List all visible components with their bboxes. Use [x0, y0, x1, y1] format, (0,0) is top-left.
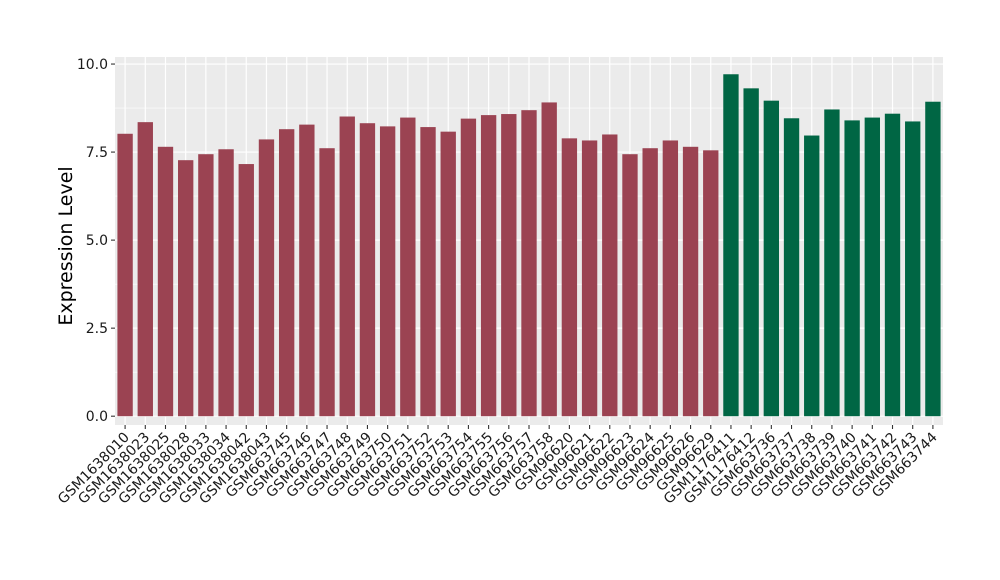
bar-gsm663738 — [804, 135, 820, 417]
bar-gsm663752 — [420, 127, 436, 417]
bar-gsm1638028 — [178, 160, 194, 417]
x-axis: GSM1638010GSM1638023GSM1638025GSM1638028… — [55, 425, 941, 507]
bar-gsm663750 — [379, 126, 396, 417]
bar-gsm96624 — [642, 148, 658, 417]
bar-gsm663753 — [440, 131, 456, 417]
bar-gsm663745 — [278, 129, 295, 417]
y-tick-label: 2.5 — [86, 321, 108, 337]
bar-gsm663755 — [480, 115, 497, 417]
bar-gsm663736 — [763, 100, 780, 417]
y-tick-label: 7.5 — [86, 145, 108, 161]
bar-gsm663751 — [400, 117, 416, 417]
bar-gsm1638043 — [258, 139, 275, 417]
bar-gsm1176411 — [723, 74, 739, 417]
bar-gsm663748 — [339, 116, 355, 417]
bar-gsm1638025 — [157, 146, 174, 417]
bar-gsm663737 — [783, 118, 800, 417]
bar-gsm663747 — [319, 148, 335, 417]
bar-gsm663754 — [460, 118, 477, 417]
bar-gsm663741 — [864, 117, 880, 417]
bar-gsm663743 — [905, 121, 921, 417]
bar-gsm663757 — [521, 110, 537, 417]
bar-gsm96622 — [602, 134, 618, 417]
bar-gsm663758 — [541, 102, 557, 417]
bar-gsm663744 — [925, 101, 941, 417]
bar-gsm96629 — [703, 150, 719, 417]
bar-gsm96625 — [662, 140, 679, 417]
bar-gsm663740 — [844, 120, 860, 417]
bar-gsm663756 — [501, 114, 517, 417]
bar-gsm96623 — [622, 154, 638, 417]
bar-gsm96620 — [561, 138, 578, 417]
bar-gsm1638010 — [117, 133, 133, 417]
bar-gsm1176412 — [743, 88, 759, 417]
bar-gsm663749 — [359, 123, 376, 417]
bar-gsm1638042 — [238, 164, 254, 417]
y-axis-title: Expression Level — [55, 166, 77, 325]
y-axis: 0.0 2.5 5.0 7.5 10.0 — [77, 57, 115, 425]
bar-gsm663746 — [299, 124, 315, 417]
y-tick-label: 10.0 — [77, 57, 108, 73]
bar-gsm96621 — [581, 140, 598, 417]
bar-gsm96626 — [682, 146, 699, 417]
bar-gsm1638034 — [218, 149, 234, 417]
bar-gsm663742 — [884, 113, 901, 417]
y-tick-label: 0.0 — [86, 409, 108, 425]
y-tick-label: 5.0 — [86, 233, 108, 249]
bar-gsm1638033 — [198, 154, 214, 417]
bar-gsm1638023 — [137, 122, 153, 417]
bar-gsm663739 — [824, 109, 840, 417]
bars — [117, 74, 941, 417]
